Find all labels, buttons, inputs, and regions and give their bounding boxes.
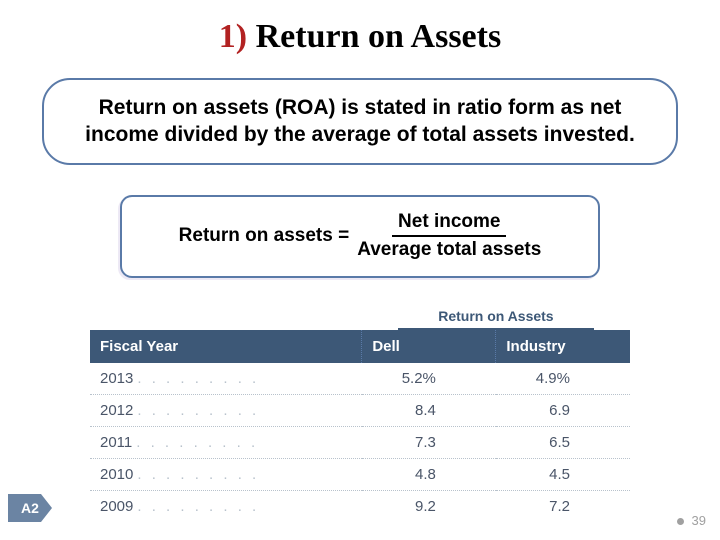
table-row: 2009. . . . . . . . .9.27.2 <box>90 491 630 523</box>
cell-year: 2011. . . . . . . . . <box>90 427 362 459</box>
col-fiscal-year: Fiscal Year <box>90 330 362 363</box>
cell-year: 2009. . . . . . . . . <box>90 491 362 523</box>
definition-box: Return on assets (ROA) is stated in rati… <box>42 78 678 165</box>
formula-box: Return on assets = Net income Average to… <box>120 195 600 279</box>
table-row: 2012. . . . . . . . .8.46.9 <box>90 395 630 427</box>
badge-label: A2 <box>21 500 39 516</box>
cell-industry: 4.9% <box>496 363 630 395</box>
definition-text: Return on assets (ROA) is stated in rati… <box>85 96 635 146</box>
cell-industry: 6.9 <box>496 395 630 427</box>
cell-industry: 7.2 <box>496 491 630 523</box>
table-row: 2013. . . . . . . . .5.2%4.9% <box>90 363 630 395</box>
cell-year: 2010. . . . . . . . . <box>90 459 362 491</box>
cell-dell: 8.4 <box>362 395 496 427</box>
roa-table: Return on Assets Fiscal Year Dell Indust… <box>90 304 630 522</box>
page-number-value: 39 <box>692 513 706 528</box>
cell-industry: 6.5 <box>496 427 630 459</box>
section-badge: A2 <box>8 494 52 522</box>
table-super-header-label: Return on Assets <box>398 304 593 330</box>
cell-dell: 5.2% <box>362 363 496 395</box>
cell-year: 2013. . . . . . . . . <box>90 363 362 395</box>
title-number: 1) <box>219 18 247 55</box>
cell-year: 2012. . . . . . . . . <box>90 395 362 427</box>
page-number: 39 <box>677 513 706 528</box>
cell-industry: 4.5 <box>496 459 630 491</box>
table-super-header-row: Return on Assets <box>90 304 630 330</box>
cell-dell: 9.2 <box>362 491 496 523</box>
cell-dell: 7.3 <box>362 427 496 459</box>
page-title: 1) Return on Assets <box>0 0 720 56</box>
col-industry: Industry <box>496 330 630 363</box>
table-super-header-empty <box>90 304 362 330</box>
title-text: Return on Assets <box>256 18 502 55</box>
formula-fraction: Net income Average total assets <box>357 211 541 263</box>
formula-numerator: Net income <box>392 211 506 238</box>
table-header-row: Fiscal Year Dell Industry <box>90 330 630 363</box>
col-dell: Dell <box>362 330 496 363</box>
table-row: 2010. . . . . . . . .4.84.5 <box>90 459 630 491</box>
formula-denominator: Average total assets <box>357 237 541 262</box>
table-row: 2011. . . . . . . . .7.36.5 <box>90 427 630 459</box>
cell-dell: 4.8 <box>362 459 496 491</box>
table-super-header-cell: Return on Assets <box>362 304 630 330</box>
roa-table-wrap: Return on Assets Fiscal Year Dell Indust… <box>90 304 630 522</box>
formula-lhs: Return on assets = <box>179 225 350 247</box>
